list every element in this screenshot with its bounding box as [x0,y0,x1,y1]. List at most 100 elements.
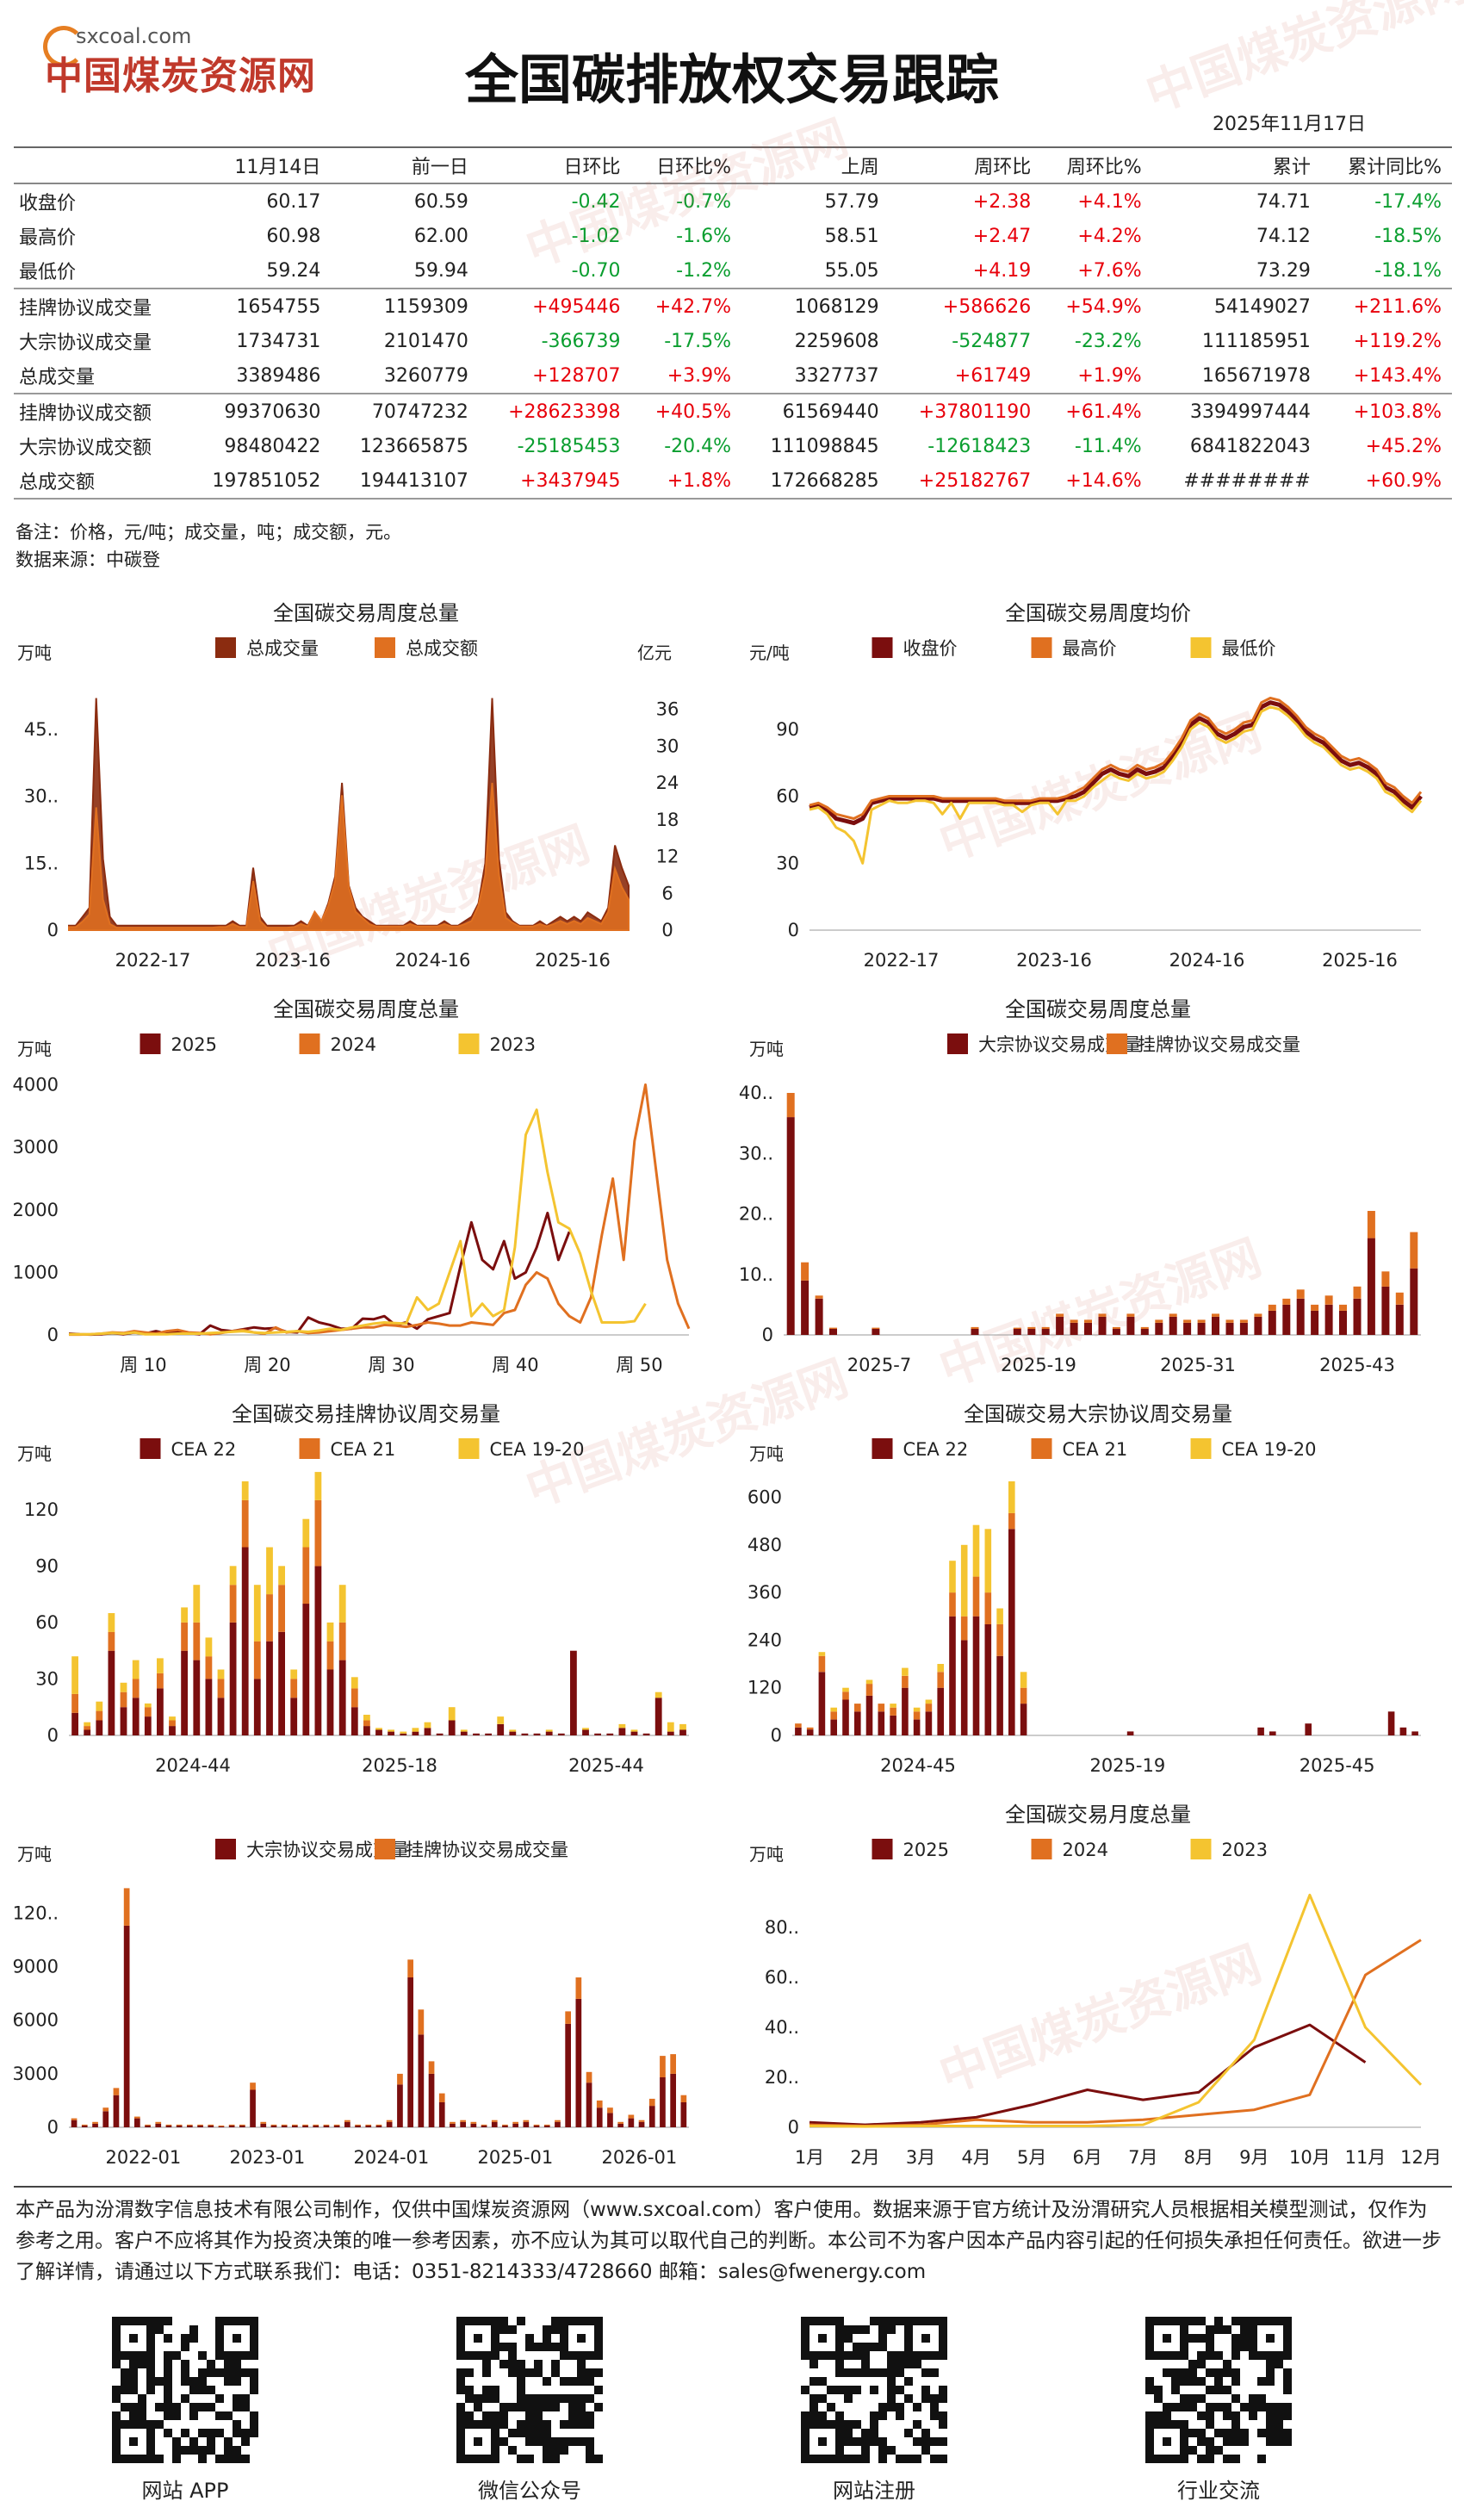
legend-label: CEA 21 [331,1439,396,1460]
x-tick-label: 2025-16 [535,950,611,971]
bar-segment [1395,1292,1404,1305]
qr-code-icon[interactable] [1145,2317,1292,2463]
bar-segment [618,1723,626,1729]
legend-swatch [1031,1438,1052,1459]
bar-segment [1367,1238,1375,1335]
x-tick-label: 2025-45 [1300,1755,1375,1776]
bar-segment [960,1544,968,1617]
bar-segment [460,1731,468,1735]
table-cell: +143.4% [1320,358,1452,394]
legend-label: CEA 22 [903,1439,969,1460]
bar-segment [1225,1323,1234,1335]
series-line [809,705,1423,865]
bar-segment [818,1652,826,1656]
bar-segment [830,1711,837,1720]
table-cell: +4.2% [1077,225,1142,247]
table-cell: +54.9% [1065,295,1142,318]
bar-segment [1324,1295,1333,1305]
bar-segment [314,1472,322,1500]
bar-segment [155,2121,162,2124]
bar-segment [642,1733,650,1735]
bar-segment [302,1547,310,1604]
bar-segment [355,2124,361,2126]
qr-label: 网站注册 [833,2479,915,2503]
table-cell: +2.47 [972,225,1032,247]
qr-code-icon[interactable] [801,2317,947,2463]
bar-segment [145,2125,151,2127]
table-cell: -366739 [541,330,621,352]
y-tick-label: 120 [748,1678,782,1698]
qr-code-icon[interactable] [112,2317,258,2463]
bar-segment [375,2125,382,2127]
bar-segment [436,1733,444,1735]
bar-segment [481,2124,487,2126]
bar-segment [132,1660,140,1679]
bar-segment [205,1637,213,1657]
bar-segment [81,2125,88,2127]
legend-swatch [947,1033,968,1054]
bar-segment [902,1667,909,1676]
chart-title: 全国碳交易周度均价 [1005,601,1191,625]
x-tick-label: 周 10 [120,1355,166,1375]
bar-segment [937,1687,944,1735]
table-cell: -18.5% [1374,225,1442,247]
bar-segment [949,1561,956,1593]
bar-segment [250,2089,256,2127]
bar-segment [1041,1326,1050,1329]
y2-tick-label: 12 [656,847,679,867]
bar-segment [582,1728,589,1730]
bar-segment [606,1733,614,1735]
bar-segment [460,2121,466,2127]
table-cell: -0.42 [571,190,621,213]
chart-title: 全国碳交易大宗协议周交易量 [964,1402,1232,1426]
table-cell: +1.8% [630,463,742,500]
chart-title: 全国碳交易周度总量 [1005,997,1191,1021]
legend-label: CEA 19-20 [490,1439,585,1460]
legend-swatch [299,1033,320,1054]
legend-label: 总成交量 [246,638,319,659]
bar-segment [123,1925,130,2127]
series-line [69,1108,647,1336]
bar-segment [169,1716,176,1721]
bar-segment [229,1622,237,1735]
bar-segment [365,2125,372,2127]
bar-segment [386,2121,393,2127]
bar-segment [1183,1319,1192,1323]
bar-segment [1268,1304,1276,1311]
y-axis-label: 元/吨 [749,642,790,663]
bar-segment [388,1729,394,1732]
bar-segment [830,1707,837,1712]
bar-segment [984,1592,992,1624]
bar-segment [575,1977,582,1999]
row-label: 大宗协议成交量 [19,332,152,354]
bar-segment [878,1704,885,1712]
legend-swatch [215,1839,236,1859]
table-cell: +40.5% [654,400,732,423]
bar-segment [355,2125,361,2127]
bar-segment [1305,1723,1312,1735]
legend-swatch [375,637,395,658]
bar-segment [1140,1326,1149,1329]
y-tick-label: 0 [47,2117,59,2138]
qr-code-icon[interactable] [456,2317,603,2463]
legend-label: 最低价 [1222,638,1276,659]
legend-label: 挂牌协议交易成交量 [1138,1034,1300,1055]
table-cell: 98480422 [224,435,321,457]
bar-segment [565,2023,571,2127]
table-cell: 61569440 [782,400,879,423]
bar-segment [984,1529,992,1593]
note-units: 备注：价格，元/吨；成交量，吨；成交额，元。 [16,522,402,543]
bar-segment [438,2102,445,2127]
bar-segment [523,2120,530,2122]
legend-swatch [1190,637,1212,658]
bar-segment [290,1669,298,1679]
bar-segment [654,1698,662,1735]
y-tick-label: 480 [748,1535,782,1555]
bar-segment [1056,1313,1064,1317]
chart-title: 全国碳交易周度总量 [273,601,459,625]
bar-segment [1126,1731,1134,1735]
bar-segment [84,1722,91,1727]
bar-segment [448,1707,456,1721]
bar-segment [630,1731,638,1735]
x-tick-label: 2025-19 [1089,1755,1165,1776]
